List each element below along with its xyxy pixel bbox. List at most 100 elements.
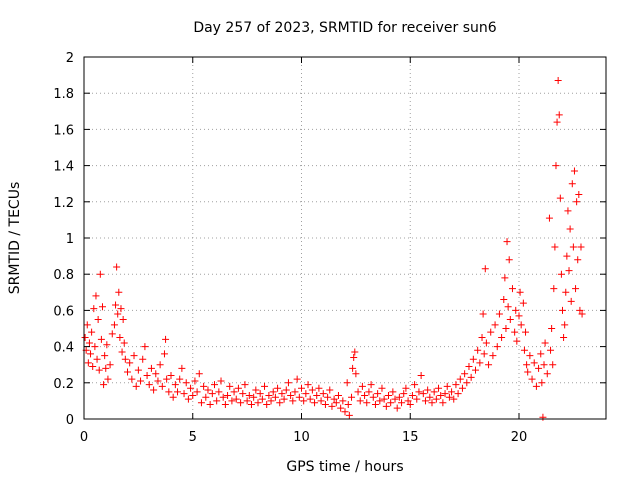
data-point [160, 350, 168, 358]
axis-ticks [83, 56, 606, 420]
data-point [491, 321, 499, 329]
data-point [158, 382, 166, 390]
data-point [291, 388, 299, 396]
data-point [555, 111, 563, 119]
data-point [561, 321, 569, 329]
data-point [567, 297, 575, 305]
data-point [184, 395, 192, 403]
data-point [551, 243, 559, 251]
data-point [143, 372, 151, 380]
data-point [200, 382, 208, 390]
data-point [480, 350, 488, 358]
data-point [472, 366, 479, 374]
data-point [428, 399, 436, 407]
data-point [578, 310, 586, 318]
data-point [575, 191, 583, 199]
data-point [130, 352, 138, 360]
data-point [230, 388, 238, 396]
data-point [100, 381, 108, 389]
y-tick-label: 1.2 [53, 196, 74, 211]
data-point [319, 390, 327, 398]
data-point [562, 288, 570, 296]
y-tick-label: 0.2 [53, 377, 74, 392]
data-point [532, 382, 540, 390]
y-tick-label: 2 [66, 51, 74, 66]
data-point [493, 343, 501, 351]
data-point [258, 395, 266, 403]
data-point [306, 395, 314, 403]
data-point [267, 397, 275, 405]
data-point [132, 382, 140, 390]
data-points [81, 77, 586, 421]
data-point [378, 384, 386, 392]
data-point [337, 404, 345, 412]
y-tick-label: 1.4 [53, 160, 74, 175]
data-point [550, 285, 558, 293]
data-point [448, 388, 456, 396]
data-point [374, 390, 382, 398]
data-point [304, 381, 312, 389]
data-point [352, 370, 360, 378]
data-point [81, 334, 89, 342]
data-point [385, 391, 392, 399]
data-point [481, 265, 489, 273]
data-point [117, 305, 125, 313]
data-point [108, 330, 116, 338]
data-point [178, 364, 186, 372]
x-axis-label: GPS time / hours [286, 459, 403, 475]
data-point [308, 386, 316, 394]
data-point [106, 361, 114, 369]
y-tick-label: 1 [66, 232, 74, 247]
data-point [413, 395, 421, 403]
data-point [505, 256, 513, 264]
data-point [162, 335, 170, 343]
data-point [243, 397, 251, 405]
data-point [519, 299, 527, 307]
data-point [165, 388, 173, 396]
data-point [187, 384, 195, 392]
data-point [287, 391, 295, 399]
data-point [134, 366, 142, 374]
data-point [280, 395, 288, 403]
data-point [576, 306, 584, 314]
data-point [145, 381, 153, 389]
data-point [191, 377, 199, 385]
data-point [228, 397, 236, 405]
data-point [537, 350, 545, 358]
data-point [564, 207, 572, 215]
data-point [265, 391, 273, 399]
data-point [560, 334, 568, 342]
data-point [452, 381, 460, 389]
data-point [548, 325, 556, 332]
data-point [479, 310, 487, 318]
data-point [328, 402, 336, 410]
data-point [371, 401, 379, 409]
data-point [563, 252, 571, 260]
data-point [382, 402, 390, 410]
data-point [474, 346, 482, 354]
data-point [167, 372, 175, 380]
y-tick-label: 1.6 [53, 123, 74, 138]
data-point [556, 194, 564, 202]
data-point [298, 384, 305, 392]
data-point [239, 390, 247, 398]
data-point [141, 343, 149, 351]
data-point [226, 382, 234, 390]
data-point [545, 214, 553, 222]
x-tick-label: 10 [293, 430, 310, 445]
data-point [217, 377, 225, 385]
data-point [254, 399, 262, 407]
data-point [478, 334, 486, 342]
data-point [330, 395, 338, 403]
data-point [98, 303, 106, 311]
data-point [566, 225, 574, 233]
data-point [404, 397, 412, 405]
data-point [489, 352, 497, 360]
data-point [393, 404, 401, 412]
data-point [278, 390, 286, 398]
data-point [263, 401, 271, 409]
data-point [456, 375, 464, 383]
data-point [204, 386, 212, 394]
data-point [391, 395, 399, 403]
data-point [363, 399, 371, 407]
